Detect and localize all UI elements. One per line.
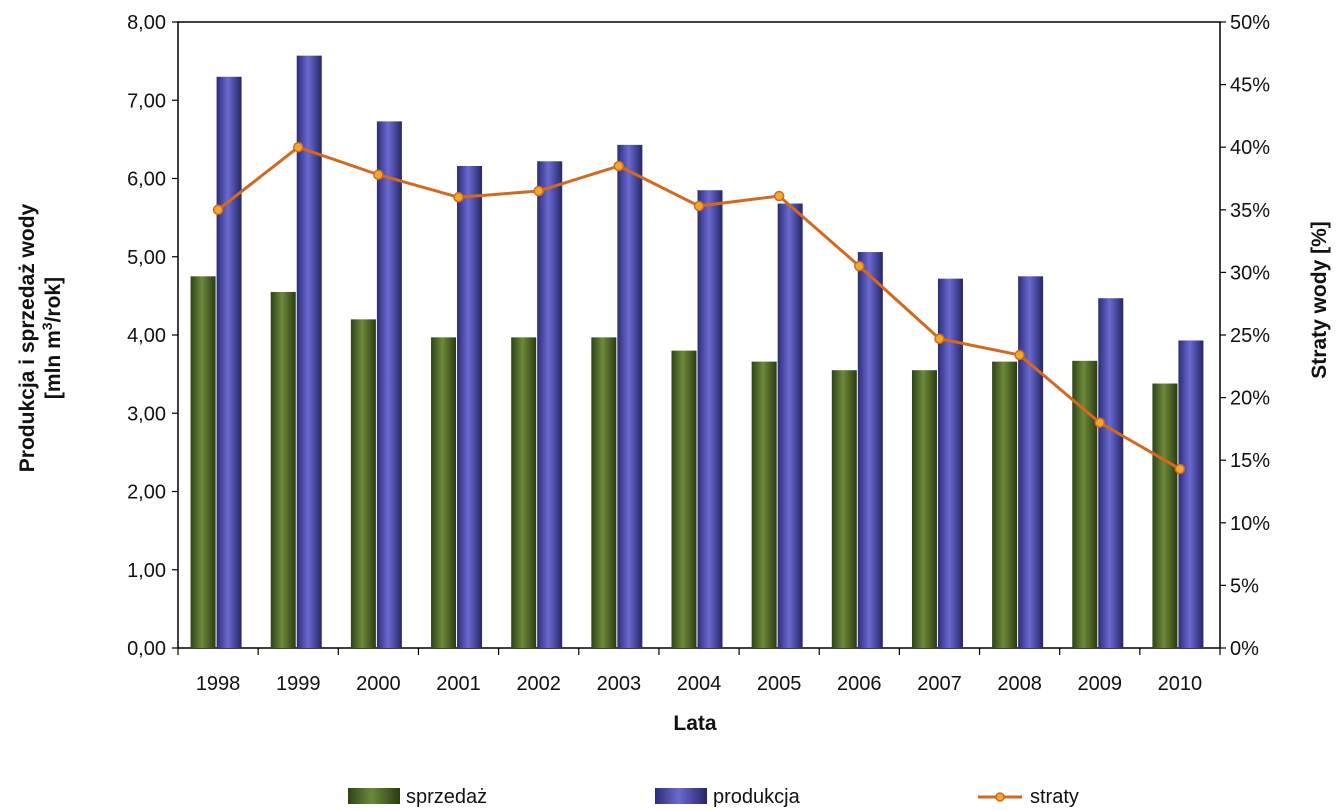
x-axis-title: Lata [673, 712, 717, 735]
bar-sprzedaz-2006 [831, 370, 857, 648]
bar-produkcja-2002 [537, 161, 563, 648]
bar-produkcja-2004 [697, 190, 723, 649]
bar-produkcja-2001 [457, 165, 483, 649]
y-axis-title-line1: Produkcja i sprzedaż wody [16, 203, 39, 472]
point-straty-1999 [292, 141, 304, 153]
y2-tick-label-10: 50% [1230, 12, 1270, 34]
x-tick-label-2010: 2010 [1158, 673, 1203, 695]
y-tick-label-8: 8,00 [127, 12, 166, 34]
bar-sprzedaz-2008 [992, 361, 1018, 648]
legend-label-straty: straty [1030, 786, 1079, 808]
point-straty-1998 [212, 204, 224, 216]
y-tick-label-7: 7,00 [127, 90, 166, 112]
y2-tick-label-7: 35% [1230, 200, 1270, 222]
loss-line-group [212, 141, 1186, 475]
y-axis-unit-suffix: /rok] [42, 277, 65, 323]
bar-produkcja-2003 [617, 144, 643, 649]
y2-tick-label-4: 20% [1230, 388, 1270, 410]
point-straty-2009 [1094, 417, 1106, 428]
point-straty-2007 [934, 333, 945, 345]
legend-item-produkcja: produkcja [655, 786, 801, 808]
x-tick-label-2004: 2004 [677, 673, 722, 695]
y-axis-unit-superscript: 3 [39, 322, 55, 330]
bar-sprzedaz-2003 [591, 337, 617, 648]
legend-swatch-straty-marker [995, 792, 1005, 802]
legend-label-sprzedaz: sprzedaż [406, 786, 487, 808]
bar-produkcja-2010 [1178, 340, 1204, 648]
y-axis-unit-prefix: [mln m [42, 330, 65, 399]
x-tick-label-2009: 2009 [1078, 673, 1123, 695]
y-tick-label-1: 1,00 [127, 560, 166, 582]
bar-produkcja-1998 [216, 76, 242, 648]
point-straty-2001 [453, 192, 464, 203]
bar-produkcja-2009 [1098, 298, 1124, 648]
legend-item-straty: straty [978, 786, 1079, 808]
y2-tick-label-3: 15% [1230, 450, 1270, 472]
y2-tick-label-9: 45% [1230, 75, 1270, 97]
y-tick-label-3: 3,00 [127, 403, 166, 425]
x-tick-label-1998: 1998 [196, 673, 241, 695]
bar-sprzedaz-1999 [270, 291, 296, 648]
bar-sprzedaz-2000 [350, 319, 376, 648]
x-tick-label-1999: 1999 [276, 673, 321, 695]
y2-tick-label-6: 30% [1230, 262, 1270, 284]
y2-tick-label-5: 25% [1230, 325, 1270, 347]
bar-sprzedaz-2004 [671, 350, 697, 648]
bar-sprzedaz-2007 [911, 370, 937, 648]
bar-produkcja-2006 [857, 252, 883, 648]
y-tick-label-0: 0,00 [127, 638, 166, 660]
point-straty-2003 [613, 160, 625, 172]
x-tick-label-2002: 2002 [516, 673, 561, 695]
legend-swatch-sprzedaz [348, 788, 400, 804]
y2-axis-title: Straty wody [%] [1308, 221, 1331, 379]
bar-sprzedaz-2010 [1152, 383, 1178, 648]
bar-sprzedaz-2005 [751, 361, 777, 648]
x-tick-label-2005: 2005 [757, 673, 802, 695]
point-straty-2010 [1174, 463, 1186, 475]
point-straty-2000 [373, 169, 384, 180]
x-tick-label-2007: 2007 [917, 673, 962, 695]
point-straty-2008 [1014, 349, 1025, 361]
y-axis-title-line2: [mln m3/rok] [39, 277, 65, 399]
y-tick-label-5: 5,00 [127, 247, 166, 269]
axes-group: 0,00 1,00 2,00 3,00 4,00 5,00 6,00 7,00 8,00 0% 5%… [127, 12, 1270, 695]
y-tick-label-2: 2,00 [127, 482, 166, 504]
x-tick-label-2000: 2000 [356, 673, 401, 695]
bars-group [190, 55, 1204, 649]
point-straty-2002 [533, 185, 544, 197]
bar-produkcja-2008 [1018, 276, 1044, 648]
bar-sprzedaz-2002 [511, 337, 537, 648]
x-tick-label-2001: 2001 [436, 673, 481, 695]
x-tick-label-2006: 2006 [837, 673, 882, 695]
y2-tick-label-2: 10% [1230, 513, 1270, 535]
point-straty-2005 [773, 190, 785, 202]
legend-swatch-produkcja [655, 788, 707, 804]
y2-tick-label-1: 5% [1230, 575, 1259, 597]
bar-sprzedaz-2001 [431, 337, 457, 648]
y-tick-label-4: 4,00 [127, 325, 166, 347]
y2-tick-label-8: 40% [1230, 137, 1270, 159]
x-tick-label-2008: 2008 [997, 673, 1042, 695]
y-tick-label-6: 6,00 [127, 169, 166, 191]
legend-label-produkcja: produkcja [713, 786, 801, 808]
y2-tick-label-0: 0% [1230, 638, 1259, 660]
x-tick-label-2003: 2003 [597, 673, 642, 695]
point-straty-2006 [854, 260, 865, 272]
legend-item-sprzedaz: sprzedaż [348, 786, 487, 808]
bar-produkcja-2000 [376, 121, 402, 648]
bar-sprzedaz-1998 [190, 276, 216, 648]
legend: sprzedaż produkcja straty [348, 786, 1079, 808]
point-straty-2004 [693, 200, 705, 212]
bar-produkcja-2005 [777, 203, 803, 649]
